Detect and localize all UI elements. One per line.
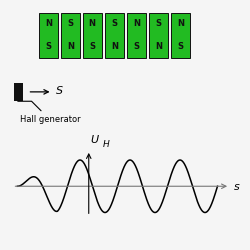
Text: S: S (89, 42, 95, 51)
Text: N: N (67, 42, 74, 51)
Text: s: s (234, 182, 239, 192)
Text: H: H (102, 140, 109, 149)
Text: N: N (45, 19, 52, 28)
Text: N: N (177, 19, 184, 28)
Text: N: N (89, 19, 96, 28)
Text: S: S (133, 42, 139, 51)
Text: Hall generator: Hall generator (18, 101, 80, 124)
Text: N: N (111, 42, 118, 51)
Text: N: N (155, 42, 162, 51)
Text: N: N (133, 19, 140, 28)
Text: S: S (111, 19, 117, 28)
Bar (171, 12, 190, 58)
Bar (127, 12, 146, 58)
Text: U: U (90, 135, 98, 145)
Text: S: S (56, 86, 64, 96)
Text: S: S (177, 42, 183, 51)
Bar (61, 12, 80, 58)
Text: S: S (45, 42, 51, 51)
Bar (83, 12, 102, 58)
Text: S: S (67, 19, 73, 28)
Bar (39, 12, 58, 58)
Bar (149, 12, 168, 58)
Text: S: S (155, 19, 161, 28)
Bar (105, 12, 124, 58)
Bar (14, 82, 22, 101)
